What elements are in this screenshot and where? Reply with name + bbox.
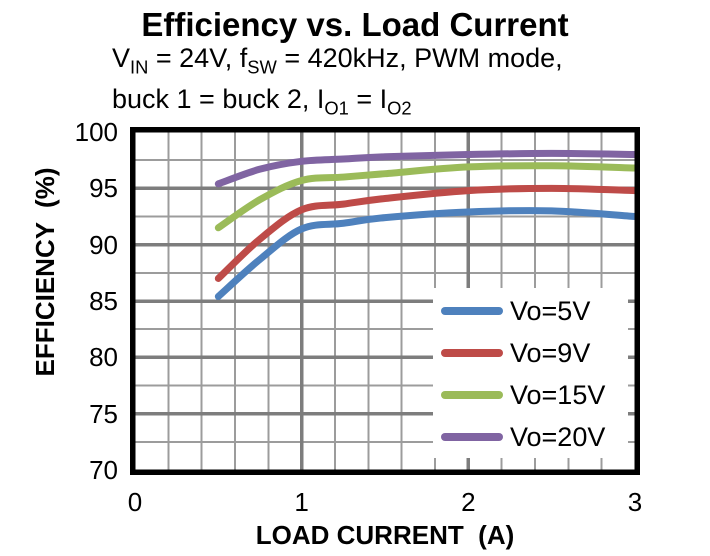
plot-border xyxy=(130,127,640,475)
legend-line-sample-vo20v xyxy=(441,433,503,441)
legend-line-sample-vo15v xyxy=(441,391,503,399)
legend-item: Vo=5V xyxy=(433,290,628,332)
series-curve-vo-15v xyxy=(214,162,639,232)
series-curve-vo-20v xyxy=(214,149,639,188)
legend-item-label: Vo=9V xyxy=(510,337,591,368)
x-tick-label: 3 xyxy=(627,487,643,517)
y-tick-label: 80 xyxy=(89,342,118,373)
legend-item-label: Vo=20V xyxy=(510,421,606,452)
y-tick-label: 70 xyxy=(89,455,118,485)
series-curve-vo-9v xyxy=(214,184,639,282)
y-tick-label: 90 xyxy=(89,229,118,260)
y-tick-label: 75 xyxy=(89,398,118,429)
subtitle-text: buck 1 = buck 2, I xyxy=(112,84,325,115)
x-axis-title: LOAD CURRENT (A) xyxy=(255,520,515,550)
legend-item-label: Vo=15V xyxy=(510,379,606,410)
y-axis-title: EFFICIENCY (%) xyxy=(30,167,60,377)
series-curve-vo-5v xyxy=(214,207,639,300)
legend-line-sample-vo9v xyxy=(441,349,503,357)
legend-item: Vo=9V xyxy=(433,332,628,374)
y-tick-label: 95 xyxy=(89,173,118,204)
subtitle-text: V xyxy=(112,43,131,73)
legend-item: Vo=20V xyxy=(433,416,628,458)
x-tick-label: 1 xyxy=(294,487,309,517)
x-tick-label: 0 xyxy=(127,487,143,517)
subtitle-text: = 24V, f xyxy=(148,43,248,73)
subtitle-subscript: IN xyxy=(130,56,149,78)
legend-line-sample-vo5v xyxy=(441,307,503,315)
subtitle-text: = I xyxy=(348,84,388,115)
y-tick-label: 100 xyxy=(74,117,118,147)
legend-item-label: Vo=5V xyxy=(510,295,591,326)
legend: Vo=5V Vo=9V Vo=15V Vo=20V xyxy=(433,288,628,458)
chart-subtitle-line-2: buck 1 = buck 2, IO1 = IO2 xyxy=(112,83,672,124)
chart-title: Efficiency vs. Load Current xyxy=(141,6,569,43)
x-tick-label: 2 xyxy=(461,487,476,517)
subtitle-text: = 420kHz, PWM mode, xyxy=(276,43,563,73)
chart-subtitle-line-1: VIN = 24V, fSW = 420kHz, PWM mode, xyxy=(112,42,672,83)
y-tick-label: 85 xyxy=(89,286,118,316)
subtitle-subscript: O1 xyxy=(324,97,349,119)
subtitle-subscript: SW xyxy=(247,56,277,78)
subtitle-subscript: O2 xyxy=(387,97,412,119)
chart-subtitle: VIN = 24V, fSW = 420kHz, PWM mode, buck … xyxy=(112,42,672,125)
legend-item: Vo=15V xyxy=(433,374,628,416)
